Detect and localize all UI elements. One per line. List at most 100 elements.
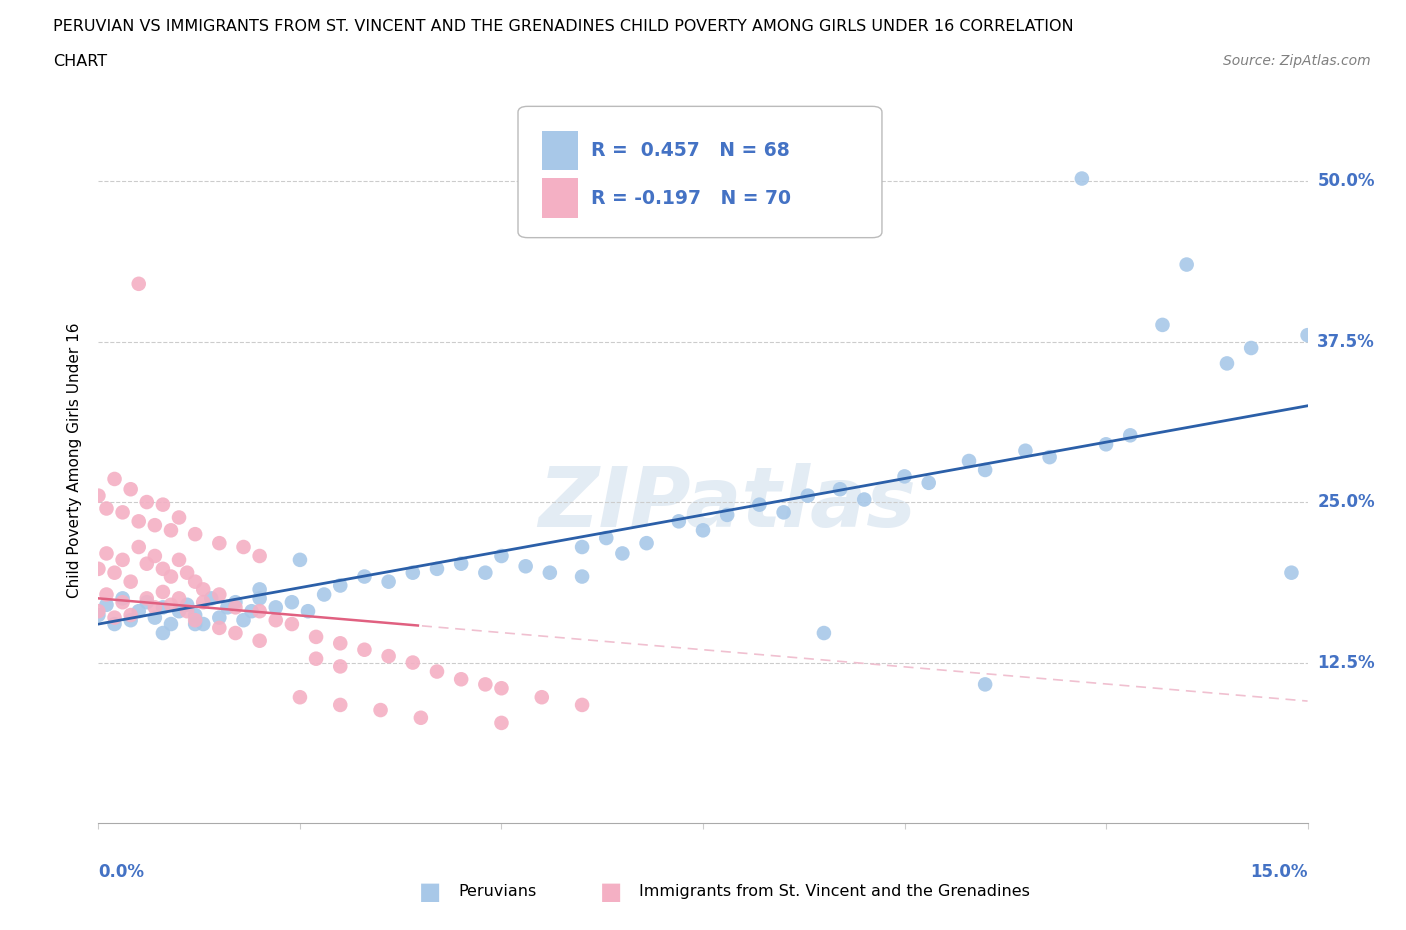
Point <box>329 636 352 651</box>
Point <box>281 617 304 631</box>
Point <box>426 562 449 577</box>
Point <box>918 475 941 490</box>
Point <box>314 587 336 602</box>
Point <box>893 469 915 484</box>
Text: R =  0.457   N = 68: R = 0.457 N = 68 <box>591 141 789 160</box>
Point <box>974 462 997 477</box>
Point <box>193 595 215 610</box>
Point <box>1070 171 1092 186</box>
Point <box>240 604 263 618</box>
Point <box>748 498 770 512</box>
Point <box>1296 327 1319 342</box>
Point <box>974 677 997 692</box>
Point <box>828 482 851 497</box>
Point <box>249 549 271 564</box>
Point <box>103 472 125 486</box>
Point <box>160 569 183 584</box>
Text: Source: ZipAtlas.com: Source: ZipAtlas.com <box>1223 54 1371 68</box>
Point <box>249 582 271 597</box>
Point <box>329 698 352 712</box>
Point <box>1119 428 1142 443</box>
Point <box>87 562 110 577</box>
Point <box>120 607 142 622</box>
Point <box>103 617 125 631</box>
Point <box>716 508 738 523</box>
Point <box>120 613 142 628</box>
Point <box>87 488 110 503</box>
Point <box>1216 356 1239 371</box>
Text: PERUVIAN VS IMMIGRANTS FROM ST. VINCENT AND THE GRENADINES CHILD POVERTY AMONG G: PERUVIAN VS IMMIGRANTS FROM ST. VINCENT … <box>53 19 1074 33</box>
Point <box>370 703 392 718</box>
Point <box>249 591 271 605</box>
Point <box>853 492 876 507</box>
Point <box>176 597 198 612</box>
Point <box>426 664 449 679</box>
Point <box>111 595 134 610</box>
Point <box>143 518 166 533</box>
Point <box>208 610 231 625</box>
Point <box>152 498 174 512</box>
Point <box>87 604 110 618</box>
Point <box>200 591 222 605</box>
Point <box>288 552 311 567</box>
Point <box>208 620 231 635</box>
Point <box>128 276 150 291</box>
FancyBboxPatch shape <box>517 106 882 238</box>
Point <box>184 613 207 628</box>
Point <box>167 604 190 618</box>
Text: ■: ■ <box>600 880 623 904</box>
Point <box>111 505 134 520</box>
Point <box>491 549 513 564</box>
Point <box>96 501 118 516</box>
Point <box>571 539 593 554</box>
Point <box>329 578 352 593</box>
Point <box>128 604 150 618</box>
Point <box>224 600 246 615</box>
Text: 0.0%: 0.0% <box>98 863 145 881</box>
Point <box>571 698 593 712</box>
Point <box>612 546 634 561</box>
Point <box>1095 437 1118 452</box>
Bar <box>543 130 578 170</box>
Point <box>152 600 174 615</box>
Point <box>305 651 328 666</box>
Bar <box>543 179 578 219</box>
Point <box>474 565 496 580</box>
Point <box>143 610 166 625</box>
Point <box>595 531 617 546</box>
Point <box>176 565 198 580</box>
Point <box>1240 340 1263 355</box>
Point <box>288 690 311 705</box>
Point <box>217 600 239 615</box>
Point <box>329 659 352 674</box>
Point <box>249 604 271 618</box>
Point <box>128 514 150 529</box>
Point <box>1175 257 1198 272</box>
Point <box>152 585 174 600</box>
Point <box>232 539 254 554</box>
Text: 12.5%: 12.5% <box>1317 654 1375 671</box>
Point <box>491 681 513 696</box>
Point <box>957 454 980 469</box>
Point <box>120 482 142 497</box>
Point <box>120 574 142 589</box>
Point <box>184 607 207 622</box>
Point <box>772 505 794 520</box>
Point <box>1039 450 1062 465</box>
Point <box>208 587 231 602</box>
Point <box>96 597 118 612</box>
Point <box>668 514 690 529</box>
Point <box>377 574 399 589</box>
Text: 25.0%: 25.0% <box>1317 493 1375 512</box>
Point <box>160 617 183 631</box>
Point <box>232 613 254 628</box>
Point <box>264 613 287 628</box>
Text: Immigrants from St. Vincent and the Grenadines: Immigrants from St. Vincent and the Gren… <box>638 884 1029 899</box>
Text: ■: ■ <box>419 880 441 904</box>
Text: 15.0%: 15.0% <box>1250 863 1308 881</box>
Point <box>143 549 166 564</box>
Point <box>184 574 207 589</box>
Text: ZIPatlas: ZIPatlas <box>538 463 917 544</box>
Point <box>184 526 207 541</box>
Point <box>193 617 215 631</box>
